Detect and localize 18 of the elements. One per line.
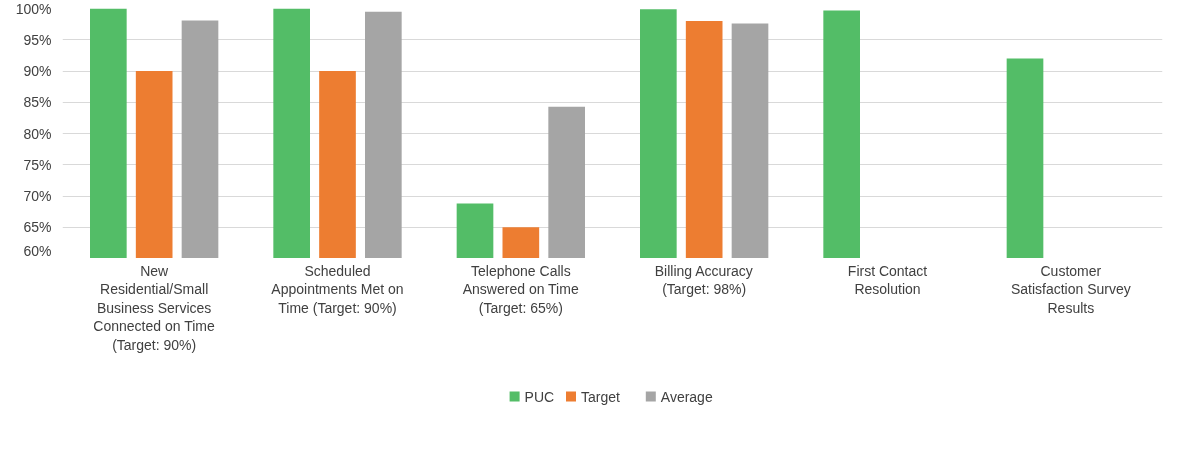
y-tick-label: 85% xyxy=(23,94,52,111)
legend-label: PUC xyxy=(524,388,555,405)
x-tick-label: Scheduled Appointments Met on Time (Target: 90%) xyxy=(271,263,404,316)
x-tick-label: Customer Satisfaction Survey Results xyxy=(1010,263,1131,316)
y-tick-label: 95% xyxy=(23,31,52,48)
y-tick-label: 80% xyxy=(23,125,52,142)
x-tick-label: Telephone Calls Answered on Time (Target: 65%) xyxy=(462,263,579,316)
y-tick-label: 60% xyxy=(23,242,52,259)
y-tick-label: 65% xyxy=(23,219,52,236)
x-tick-label: New Residential/Small Business Services Connected on Time (Target: 90%) xyxy=(93,263,215,353)
x-tick-label: First Contact Resolution xyxy=(847,263,928,298)
legend-label: Target xyxy=(581,388,621,405)
y-tick-label: 70% xyxy=(23,188,52,204)
legend-label: Average xyxy=(660,388,713,405)
y-tick-label: 100% xyxy=(15,0,52,17)
y-tick-label: 75% xyxy=(23,156,52,173)
y-tick-label: 90% xyxy=(23,63,52,79)
x-tick-label: Billing Accuracy (Target: 98%) xyxy=(654,263,753,298)
